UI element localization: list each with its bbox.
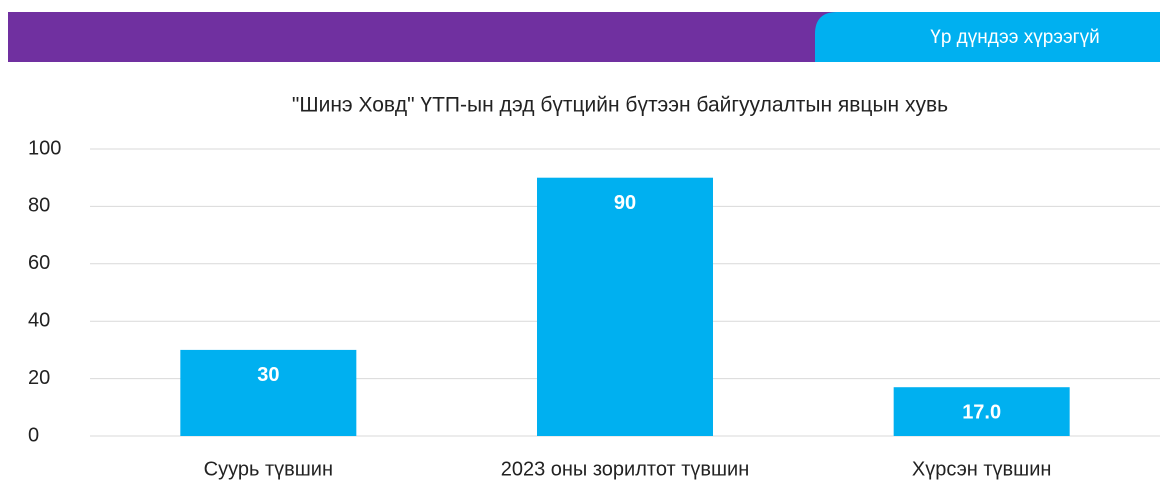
bar: [893, 387, 1070, 436]
status-text: Үр дүндээ хүрээгүй: [930, 27, 1099, 48]
chart-title: "Шинэ Ховд" ҮТП-ын дэд бүтцийн бүтээн ба…: [292, 94, 948, 117]
x-tick-label: Хүрсэн түвшин: [912, 458, 1052, 480]
bar: [180, 349, 357, 436]
x-tick-label: 2023 оны зорилтот түвшин: [501, 458, 750, 480]
y-tick-label: 20: [28, 367, 50, 389]
value-label: 30: [257, 364, 279, 386]
y-tick-label: 100: [28, 137, 61, 159]
bar: [537, 177, 713, 436]
y-tick-label: 40: [28, 309, 50, 331]
y-tick-label: 0: [28, 424, 39, 446]
status-badge: [815, 12, 1160, 62]
y-tick-label: 80: [28, 195, 50, 217]
x-tick-label: Суурь түвшин: [204, 458, 333, 480]
y-tick-label: 60: [28, 252, 50, 274]
value-label: 17.0: [962, 401, 1001, 423]
value-label: 90: [614, 192, 636, 214]
header-bar: [8, 12, 848, 62]
